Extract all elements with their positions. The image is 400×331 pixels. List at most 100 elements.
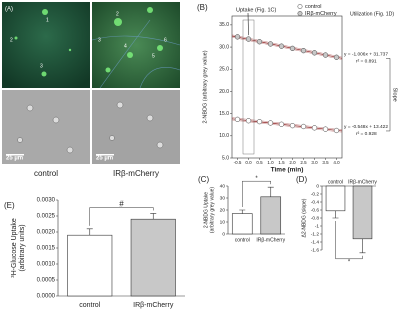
annotation: Uptake (Fig. 1C) — [236, 7, 277, 13]
x-tick-label: 2.5 — [300, 160, 307, 165]
panel-label: (B) — [197, 3, 208, 12]
data-point — [289, 45, 296, 52]
data-point — [234, 34, 241, 40]
caption: control — [34, 169, 58, 178]
bar — [67, 234, 113, 297]
data-point — [278, 43, 285, 49]
data-point — [267, 41, 274, 47]
bar — [260, 196, 282, 235]
legend-label: control — [305, 4, 322, 10]
y-tick-label: 25.0 — [219, 67, 229, 73]
data-point — [311, 125, 318, 131]
data-point — [245, 118, 252, 124]
data-point — [234, 116, 241, 123]
data-point — [322, 52, 329, 58]
data-point — [289, 122, 296, 129]
error-bar — [359, 238, 366, 254]
error-bar — [332, 210, 339, 219]
y-tick-label: -1.2 — [311, 231, 320, 237]
significance-label: * — [348, 259, 351, 265]
y-tick-label: 0.0005 — [37, 278, 56, 284]
panel-label: (A) — [5, 7, 13, 13]
y-tick-label: 30 — [220, 195, 226, 201]
fit-r2: r² = 0.928 — [356, 131, 377, 137]
scale-bar-label: 25 µm — [6, 156, 23, 162]
cell-label: 2 — [10, 37, 13, 43]
significance-bracket — [335, 221, 363, 260]
error-bar — [150, 213, 157, 220]
scale-bar-label: 25 µm — [96, 156, 113, 162]
x-tick-label: control — [79, 302, 100, 309]
cell-label: 5 — [152, 53, 155, 59]
panel-label: (C) — [198, 175, 209, 184]
x-tick-label: 3.0 — [311, 160, 318, 165]
significance-bracket — [89, 207, 154, 226]
y-tick-label: -1 — [315, 223, 320, 229]
x-tick-label: control — [328, 179, 343, 185]
y-tick-label: 30.0 — [219, 44, 229, 50]
y-tick-label: -0.2 — [311, 191, 320, 197]
bar — [231, 213, 253, 235]
y-axis-label: (arbitrary grey value) — [209, 187, 215, 233]
x-tick-label: control — [235, 237, 250, 243]
y-tick-label: -0.4 — [311, 199, 320, 205]
fit-equation: y = -1.006x + 31.737 — [344, 52, 388, 58]
y-tick-label: 15.0 — [219, 111, 229, 117]
y-tick-label: 20 — [220, 207, 226, 213]
legend-marker — [297, 4, 303, 9]
cell-label: 2 — [116, 11, 119, 17]
brightfield-image — [92, 90, 180, 164]
x-tick-label: 0.5 — [256, 160, 263, 165]
bar — [325, 185, 346, 212]
scale-bar — [96, 154, 114, 156]
bright-cells — [17, 101, 164, 154]
y-tick-label: -1.4 — [311, 239, 320, 245]
error-bar — [239, 209, 246, 214]
significance-label: * — [255, 176, 258, 182]
y-tick-label: -1.6 — [311, 247, 320, 253]
panel-label: (D) — [296, 175, 307, 184]
y-tick-label: 0.0030 — [37, 198, 56, 204]
error-bar — [86, 228, 93, 236]
data-point — [256, 39, 263, 45]
fit-r2: r² = 0.891 — [356, 59, 377, 65]
micrographs: (A) — [2, 2, 181, 164]
panel-label: (E) — [4, 201, 15, 210]
y-axis-label: (arbitrary units) — [19, 224, 26, 271]
legend-label: IRβ-mCherry — [305, 11, 337, 17]
cell-label: 6 — [164, 37, 167, 43]
y-tick-label: 0.0020 — [37, 230, 56, 236]
bar — [352, 185, 373, 240]
y-axis-label: Δ2-NBDG (slope) — [301, 198, 307, 237]
x-tick-label: 1.0 — [267, 160, 274, 165]
data-point — [322, 126, 329, 132]
cell-label: 3 — [40, 63, 43, 69]
brightfield-image — [2, 90, 90, 164]
y-tick-label: 5.0 — [222, 155, 229, 161]
arrow — [247, 12, 249, 36]
cell-label: 3 — [98, 37, 101, 43]
significance-label: # — [119, 200, 124, 209]
y-tick-label: -0.6 — [311, 207, 320, 213]
y-tick-label: 0.0000 — [37, 294, 56, 300]
y-tick-label: 0.0015 — [37, 246, 56, 252]
y-tick-label: 10.0 — [219, 133, 229, 139]
uptake-box — [242, 19, 255, 155]
y-axis-label: 2-NBDG (arbitrary grey value) — [202, 50, 208, 123]
cells — [14, 7, 163, 77]
x-tick-label: 3.5 — [322, 160, 329, 165]
x-tick-label: 0.0 — [245, 160, 252, 165]
x-tick-label: IRβ-mCherry — [256, 237, 285, 243]
data-point — [300, 123, 307, 130]
y-tick-label: 35.0 — [219, 22, 229, 28]
data-point — [245, 36, 252, 42]
x-tick-label: IRβ-mCherry — [133, 302, 174, 309]
slope-bracket — [386, 58, 391, 132]
fit-equation: y = -0.548x + 13.422 — [344, 124, 388, 130]
x-tick-label: 1.5 — [278, 160, 285, 165]
data-point — [278, 121, 285, 127]
caption: IRβ-mCherry — [113, 169, 159, 178]
data-point — [333, 54, 340, 60]
